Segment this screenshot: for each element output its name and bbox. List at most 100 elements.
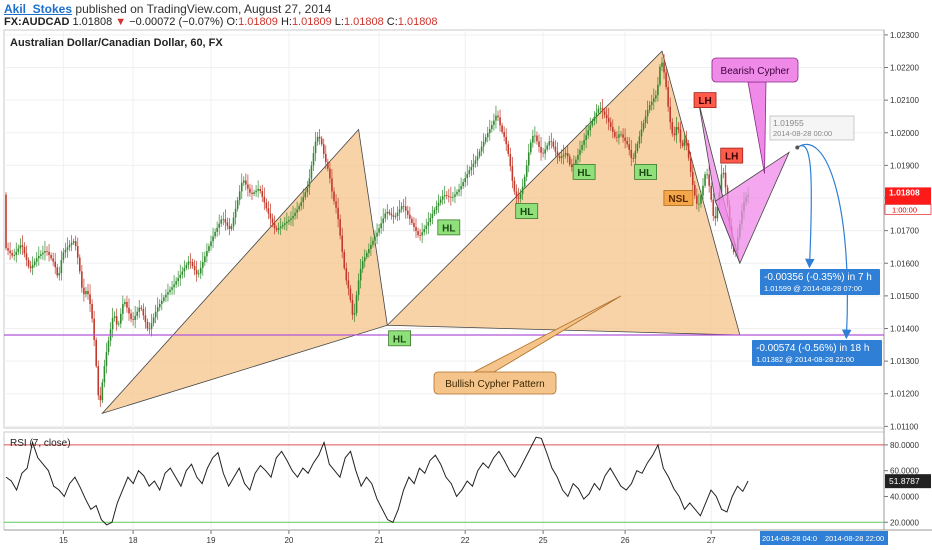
pivot-label: HL (388, 330, 412, 347)
candle-body (476, 156, 479, 161)
price-tick-label: 1.02200 (890, 64, 919, 73)
candle-body (120, 313, 122, 324)
candle-body (335, 201, 337, 208)
candle-body (542, 152, 544, 154)
low-value: 1.01808 (343, 16, 384, 28)
target-2-sub: 1.01382 @ 2014-08-28 22:00 (756, 355, 854, 364)
candle-body (216, 227, 218, 232)
candle-body (288, 220, 290, 222)
candle-body (76, 246, 79, 258)
candle-body (134, 315, 136, 320)
target-1-sub: 1.01599 @ 2014-08-28 07:00 (764, 284, 862, 293)
candle-body (128, 307, 130, 314)
author-link[interactable]: Akil_Stokes (4, 2, 73, 16)
candle-body (35, 258, 38, 262)
candle-body (243, 180, 245, 183)
candle-body (409, 214, 411, 219)
candle-body (546, 145, 548, 150)
candle-body (42, 252, 44, 255)
candle-body (366, 253, 368, 258)
pivot-label-text: HL (639, 168, 652, 179)
candle-body (206, 251, 208, 257)
candle-body (716, 206, 719, 219)
time-tick-label: 25 (539, 536, 548, 545)
candle-body (482, 141, 485, 147)
candle-body (290, 218, 292, 221)
candle-body (445, 195, 448, 196)
candle-body (302, 197, 305, 203)
candle-body (525, 165, 528, 177)
candle-body (46, 251, 48, 252)
candle-body (56, 267, 59, 276)
candle-body (48, 251, 50, 256)
date-badge-2-label: 2014-08-28 22:00 (825, 534, 884, 543)
candle-body (640, 129, 643, 137)
candle-body (712, 199, 715, 216)
candle-body (624, 137, 626, 141)
candle-body (429, 217, 432, 223)
candle-body (318, 136, 321, 139)
pivot-label-text: NSL (668, 194, 688, 205)
candle-body (421, 232, 423, 236)
candle-body (306, 187, 309, 193)
candle-body (179, 274, 182, 278)
candle-body (347, 280, 350, 289)
candle-body (275, 228, 278, 230)
pivot-label-box (572, 164, 596, 180)
candle-body (171, 287, 173, 290)
candle-body (691, 171, 694, 185)
candle-body (396, 212, 399, 216)
time-tick-label: 15 (59, 536, 68, 545)
forecast-arc-2 (796, 143, 852, 340)
candle-body (583, 140, 585, 145)
candle-body (300, 202, 302, 207)
candle-body (325, 153, 327, 163)
candle-body (655, 95, 657, 99)
candle-body (83, 287, 85, 295)
candle-body (402, 206, 405, 207)
candle-body (464, 178, 466, 183)
candle-body (706, 174, 708, 176)
candle-body (540, 147, 542, 153)
candle-body (390, 213, 393, 216)
rsi-value-badge (885, 474, 931, 489)
forecast-tooltip-price: 1.01955 (773, 118, 804, 128)
candle-body (298, 206, 300, 210)
candle-body (101, 382, 104, 401)
candle-body (199, 267, 202, 274)
candle-body (376, 232, 378, 237)
candle-body (122, 304, 124, 314)
candle-body (618, 134, 620, 138)
candle-body (316, 136, 319, 142)
candle-body (224, 219, 227, 223)
forecast-arc-1 (796, 145, 815, 269)
candle-body (513, 180, 516, 192)
candle-body (591, 120, 594, 126)
candle-body (423, 229, 425, 233)
candle-body (558, 156, 561, 159)
candle-body (89, 294, 91, 305)
candle-body (70, 242, 73, 245)
candle-body (484, 137, 487, 142)
time-tick-label: 22 (461, 536, 470, 545)
candle-body (704, 174, 706, 186)
down-arrow-icon: ▼ (115, 16, 127, 28)
candle-body (519, 193, 522, 199)
candle-body (27, 259, 30, 267)
candle-body (675, 127, 678, 136)
price-tick-label: 1.01300 (890, 357, 919, 366)
candle-body (517, 198, 520, 199)
candle-body (638, 136, 641, 144)
candle-body (571, 164, 573, 168)
pivot-label-text: LH (725, 152, 738, 163)
candle-body (349, 288, 352, 300)
candle-body (9, 250, 11, 254)
candle-body (702, 185, 704, 196)
candle-body (279, 226, 282, 229)
pivot-label: LH (720, 147, 744, 164)
pivot-label: LH (693, 92, 717, 109)
candle-body (587, 130, 589, 136)
candle-body (698, 203, 700, 205)
price-candles (5, 54, 749, 408)
